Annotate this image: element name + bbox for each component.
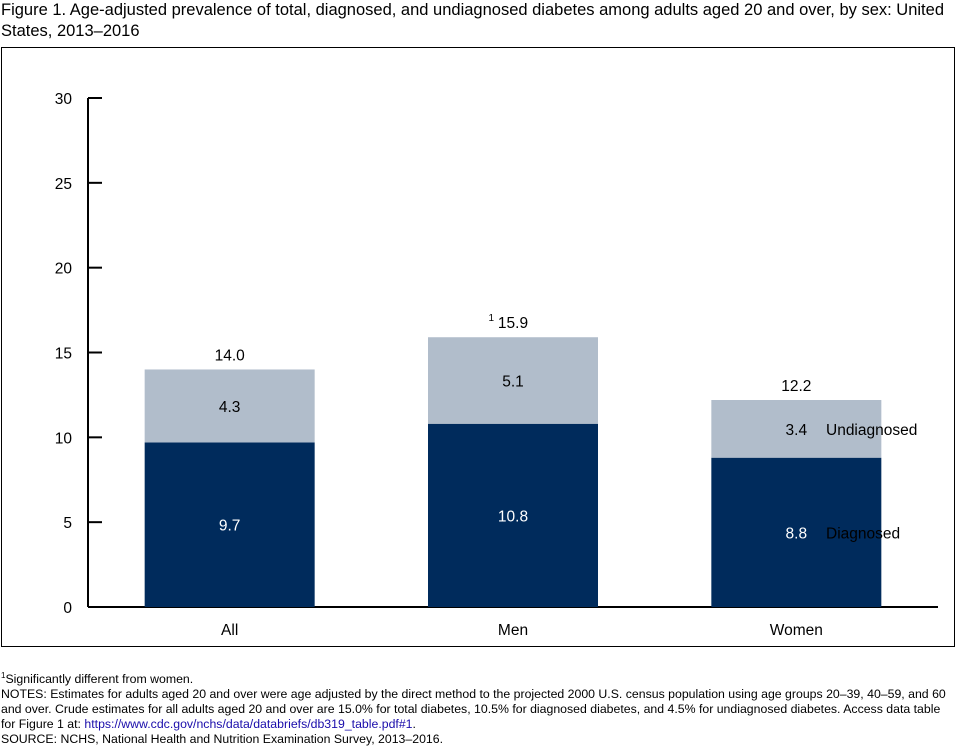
source-line: SOURCE: NCHS, National Health and Nutrit…	[1, 732, 443, 746]
legend-label-undiagnosed: Undiagnosed	[826, 422, 917, 439]
bar-segment-diagnosed	[711, 457, 882, 607]
footnote-marker: 1	[1, 670, 6, 680]
category-label: Men	[498, 622, 528, 639]
data-label-undiagnosed: 4.3	[219, 399, 241, 416]
data-table-link[interactable]: https://www.cdc.gov/nchs/data/databriefs…	[84, 717, 413, 731]
notes-paragraph: NOTES: Estimates for adults aged 20 and …	[1, 687, 956, 732]
notes-end: .	[412, 717, 416, 731]
chart-frame: 0 5 10 15 20 25 30 9.7 4.3 14.0 All 10.8 5.1 15.9 1 Men…	[1, 47, 955, 647]
significance-marker: 1	[488, 313, 494, 324]
bar-segment-undiagnosed	[428, 337, 598, 424]
bar-segment-undiagnosed	[711, 400, 882, 458]
y-tick-label: 25	[55, 176, 72, 193]
category-label: All	[221, 622, 238, 639]
y-tick-label: 0	[63, 600, 72, 617]
total-label: 15.9	[498, 315, 528, 332]
total-label: 12.2	[781, 378, 811, 395]
category-label: Women	[770, 622, 823, 639]
y-tick-label: 10	[55, 430, 73, 447]
notes-section: 1Significantly different from women. NOT…	[1, 670, 956, 747]
data-label-diagnosed: 8.8	[786, 525, 808, 542]
footnote: 1Significantly different from women.	[1, 670, 956, 687]
bar-chart: 0 5 10 15 20 25 30 9.7 4.3 14.0 All 10.8 5.1 15.9 1 Men…	[55, 91, 938, 639]
y-tick-label: 15	[55, 346, 72, 363]
bar-segment-diagnosed	[144, 442, 315, 607]
y-tick-label: 5	[63, 515, 72, 532]
bar-segment-diagnosed	[428, 423, 598, 607]
y-tick-label: 30	[55, 91, 73, 108]
figure-title: Figure 1. Age-adjusted prevalence of tot…	[1, 1, 944, 40]
data-label-undiagnosed: 3.4	[786, 422, 808, 439]
bar-segment-undiagnosed	[144, 369, 315, 443]
notes-text: NOTES: Estimates for adults aged 20 and …	[1, 687, 946, 731]
data-label-diagnosed: 9.7	[219, 518, 241, 535]
y-tick-label: 20	[55, 261, 73, 278]
data-label-diagnosed: 10.8	[498, 508, 528, 525]
legend-label-diagnosed: Diagnosed	[826, 525, 900, 542]
data-label-undiagnosed: 5.1	[502, 373, 524, 390]
total-label: 14.0	[215, 347, 246, 364]
footnote-text: Significantly different from women.	[5, 672, 194, 686]
